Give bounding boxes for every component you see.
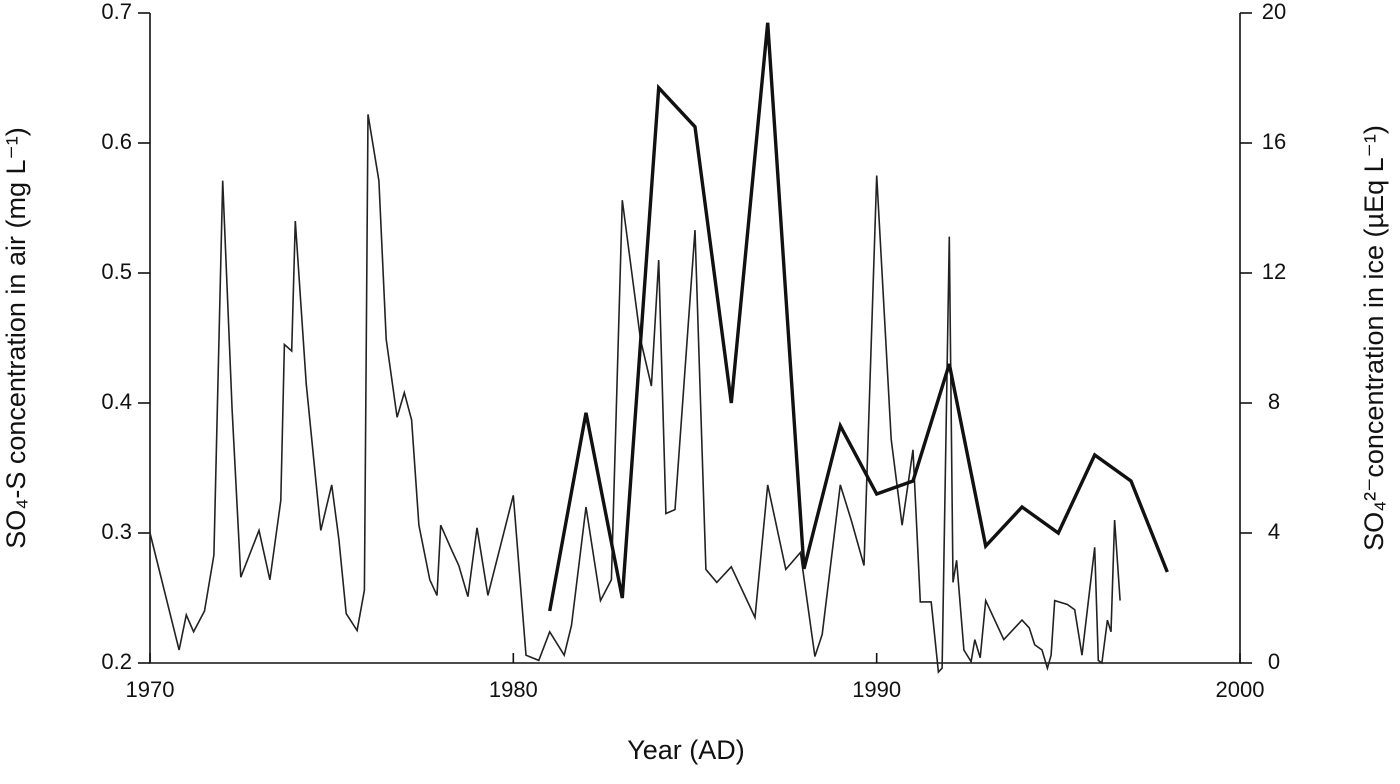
x-axis-title: Year (AD) bbox=[627, 735, 745, 765]
y2-tick-label: 8 bbox=[1268, 389, 1280, 414]
y2-axis-title: SO₄²⁻concentration in ice (µEq L⁻¹) bbox=[1359, 125, 1389, 551]
y2-tick-label: 0 bbox=[1268, 649, 1280, 674]
data-line bbox=[149, 114, 1121, 674]
y2-tick-label: 16 bbox=[1262, 129, 1286, 154]
y2-tick-label: 12 bbox=[1262, 259, 1286, 284]
y-tick-label: 0.2 bbox=[101, 649, 132, 674]
y-tick-label: 0.3 bbox=[101, 519, 132, 544]
axes bbox=[149, 13, 1241, 664]
y2-tick-label: 20 bbox=[1262, 0, 1286, 24]
y2-tick-label: 4 bbox=[1268, 519, 1280, 544]
y-tick-label: 0.4 bbox=[101, 389, 132, 414]
x-tick-label: 1990 bbox=[852, 677, 901, 702]
data-line bbox=[548, 22, 1169, 612]
x-tick-label: 1970 bbox=[126, 677, 175, 702]
y-axis-title: SO₄-S concentration in air (mg L⁻¹) bbox=[1, 127, 31, 548]
x-tick-label: 2000 bbox=[1216, 677, 1265, 702]
x-tick-label: 1980 bbox=[489, 677, 538, 702]
y-tick-label: 0.7 bbox=[101, 0, 132, 24]
y-tick-label: 0.6 bbox=[101, 129, 132, 154]
y-tick-label: 0.5 bbox=[101, 259, 132, 284]
